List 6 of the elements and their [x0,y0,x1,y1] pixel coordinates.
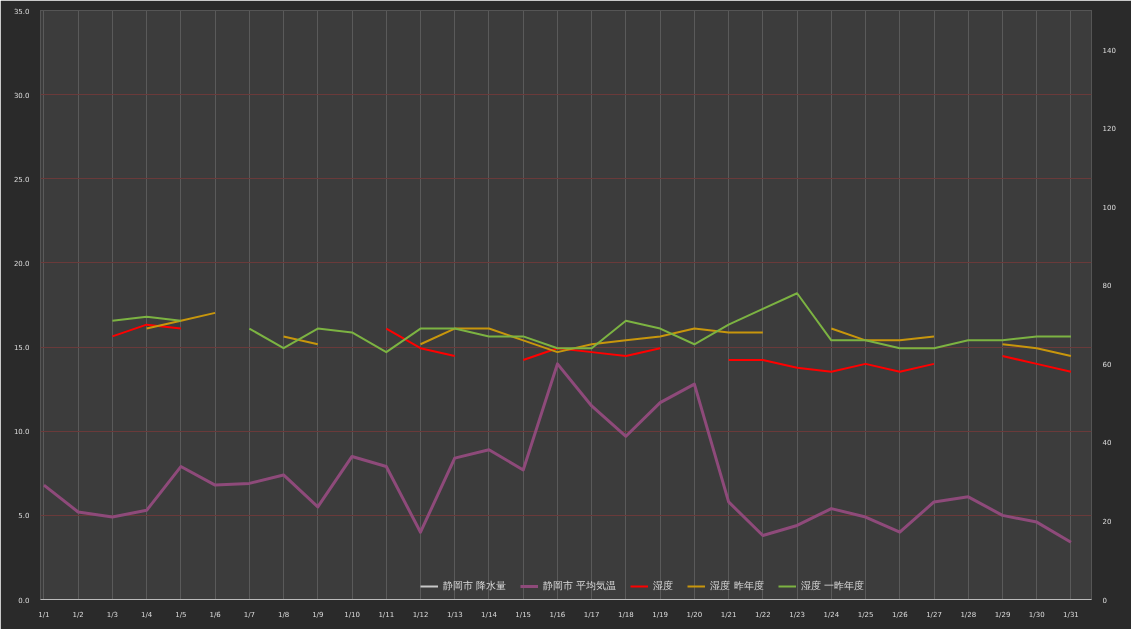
legend-label: 湿度 一昨年度 [800,579,864,593]
legend-label: 湿度 昨年度 [710,579,764,593]
legend-label: 湿度 [653,579,674,593]
legend-label: 静岡市 平均気温 [543,579,617,593]
line-series [42,362,1073,544]
legend-label: 静岡市 降水量 [443,579,507,593]
